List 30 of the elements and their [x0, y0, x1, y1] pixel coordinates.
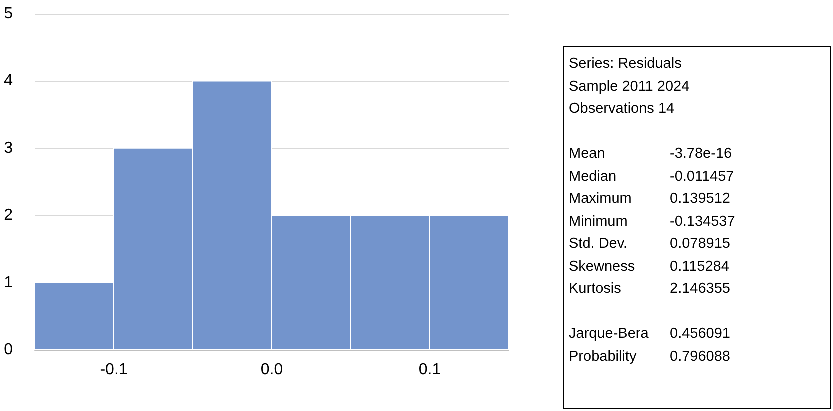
text: 0.139512	[670, 191, 730, 207]
text: 0.078915	[670, 236, 730, 252]
text: Maximum	[569, 190, 633, 209]
text: Median	[569, 168, 618, 186]
text: Minimum	[569, 212, 629, 232]
text: Series: Residuals	[569, 55, 683, 74]
text: Mean	[569, 145, 606, 164]
text: Kurtosis	[569, 280, 622, 299]
text: 0.796088	[670, 348, 730, 364]
text: Probability	[569, 348, 638, 366]
text: -3.78e-16	[670, 146, 732, 162]
text: Sample 2011 2024	[569, 78, 691, 96]
y-tick-label: 4	[4, 72, 14, 90]
text: 2.146355	[670, 281, 730, 297]
text: 0.456091	[670, 326, 730, 342]
y-tick-label: 2	[4, 207, 14, 224]
y-tick-label: 1	[4, 274, 14, 292]
text: Observations 14	[569, 100, 676, 119]
text: Jarque-Bera	[569, 325, 650, 344]
text: 0.115284	[670, 258, 730, 274]
text: Std. Dev.	[569, 235, 629, 254]
y-tick-label: 5	[4, 6, 14, 22]
text: -0.134537	[670, 214, 736, 230]
y-tick-label: 0	[4, 342, 14, 358]
text: -0.011457	[670, 168, 734, 184]
x-tick-label: 0.1	[418, 362, 442, 378]
text: Skewness	[569, 258, 636, 276]
y-tick-label: 3	[4, 140, 14, 157]
x-tick-label: -0.1	[100, 362, 128, 378]
x-tick-label: 0.0	[260, 362, 284, 378]
